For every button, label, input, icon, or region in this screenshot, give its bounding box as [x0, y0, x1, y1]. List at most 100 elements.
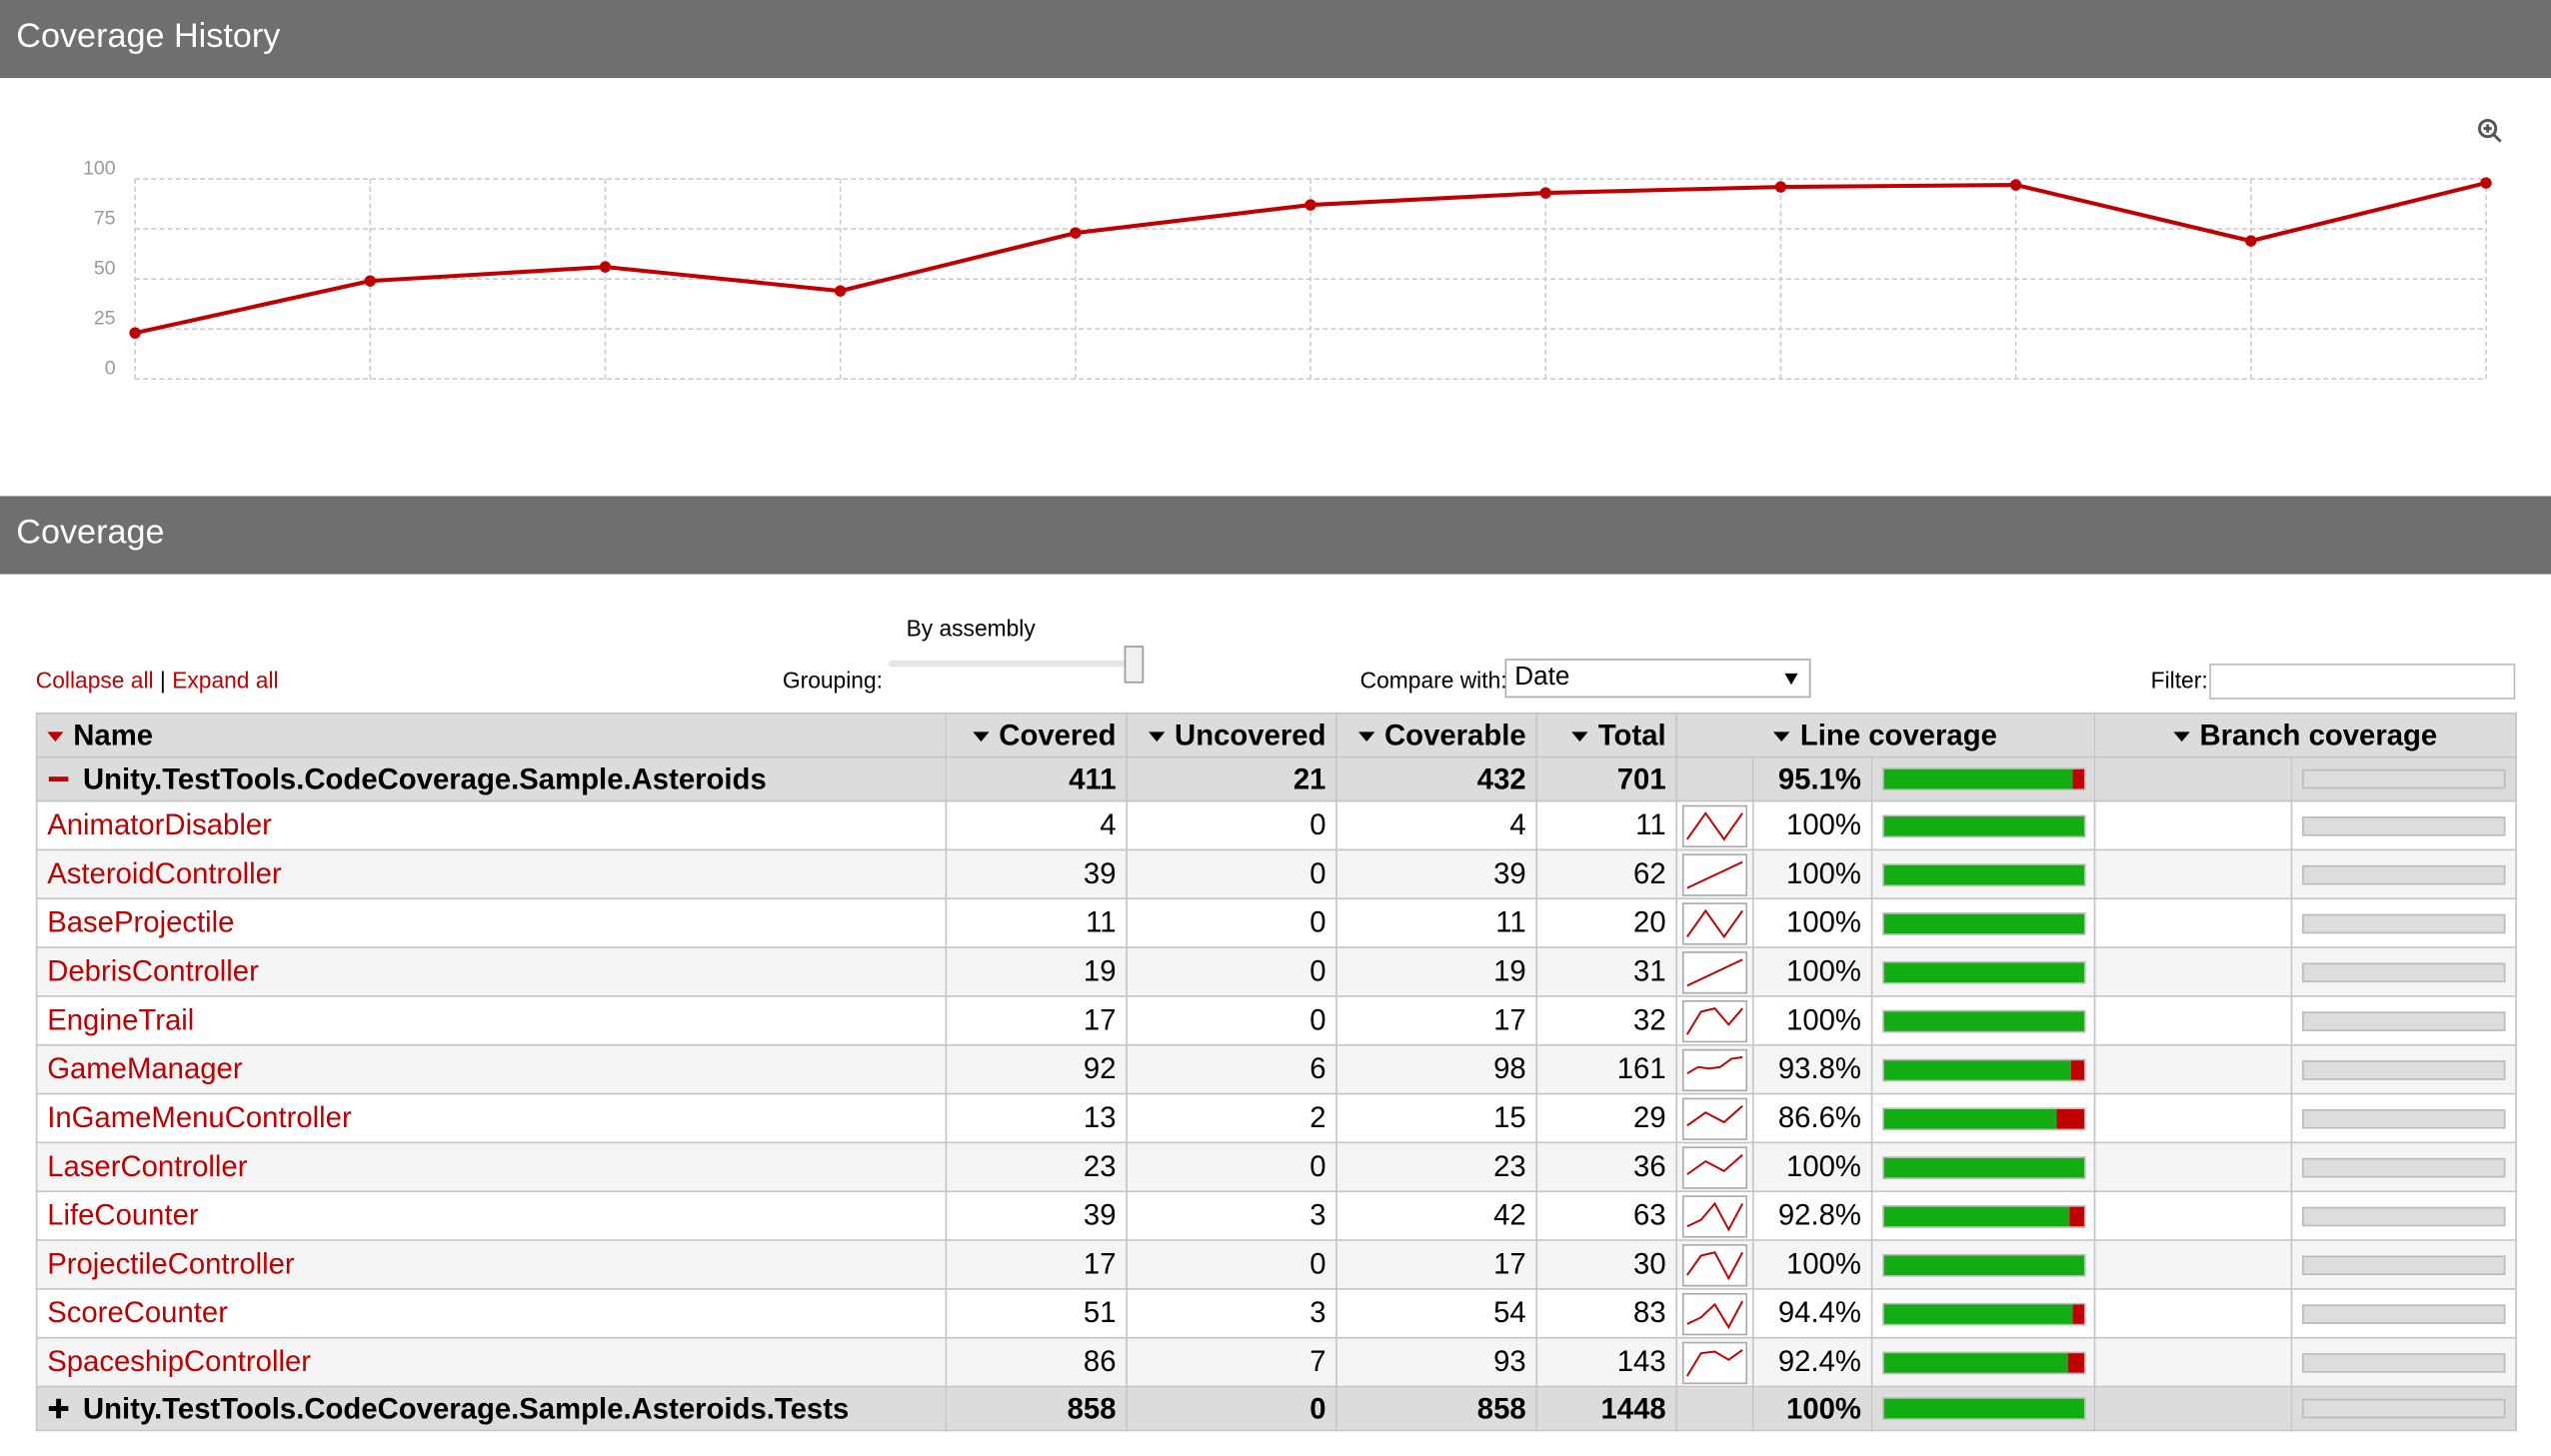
- sparkline: [1681, 1340, 1748, 1384]
- coverage-bar: [1881, 767, 2085, 791]
- class-link[interactable]: InGameMenuController: [47, 1100, 352, 1134]
- total-cell: 36: [1535, 1141, 1678, 1193]
- sort-arrow: [47, 731, 64, 741]
- name-cell: BaseProjectile: [35, 897, 948, 948]
- class-link[interactable]: ScoreCounter: [47, 1296, 228, 1329]
- coverable-cell: 98: [1335, 1043, 1538, 1095]
- branch-bar: [2302, 1254, 2506, 1275]
- sparkline: [1681, 950, 1748, 993]
- class-link[interactable]: LifeCounter: [47, 1198, 199, 1232]
- coverage-bar-cell: [1870, 848, 2096, 900]
- sparkline-line: [1686, 1200, 1744, 1231]
- branch-bar: [2302, 1108, 2506, 1128]
- branch-bar: [2302, 864, 2506, 884]
- coverage-bar-cell: [1870, 946, 2096, 997]
- coverage-bar-cell: [1870, 1239, 2096, 1290]
- expand-icon[interactable]: [47, 1396, 70, 1419]
- uncovered-cell: 0: [1126, 897, 1337, 948]
- class-link[interactable]: BaseProjectile: [47, 905, 235, 939]
- class-link[interactable]: GameManager: [47, 1052, 243, 1085]
- name-cell: GameManager: [35, 1043, 948, 1095]
- y-tick-label: 25: [94, 308, 116, 330]
- covered-cell: 39: [945, 1190, 1128, 1241]
- coverage-bar: [1881, 960, 2085, 983]
- coverage-bar-cell: [1870, 995, 2096, 1046]
- column-header[interactable]: Total: [1535, 712, 1678, 758]
- slider-handle[interactable]: [1124, 646, 1145, 684]
- sparkline-line: [1686, 859, 1743, 888]
- coverable-cell: 4: [1335, 799, 1538, 851]
- assembly-row: Unity.TestTools.CodeCoverage.Sample.Aste…: [35, 1385, 2517, 1432]
- class-link[interactable]: DebrisController: [47, 954, 259, 987]
- sort-arrow: [1773, 731, 1791, 741]
- uncovered-cell: 0: [1126, 1385, 1337, 1432]
- coverage-percent: 92.4%: [1751, 1336, 1873, 1388]
- total-cell: 1448: [1535, 1385, 1678, 1432]
- compare-select[interactable]: Date: [1504, 659, 1811, 699]
- class-row: ScoreCounter 51 3 54 83 94.4%: [35, 1288, 2517, 1339]
- sparkline: [1681, 852, 1748, 895]
- branch-percent: [2093, 1092, 2293, 1144]
- branch-bar-cell: [2290, 1190, 2517, 1241]
- covered-bar: [1882, 1205, 2069, 1226]
- branch-bar-cell: [2290, 1385, 2517, 1432]
- class-link[interactable]: AsteroidController: [47, 856, 282, 890]
- column-header[interactable]: Uncovered: [1126, 712, 1337, 758]
- branch-bar-cell: [2290, 1141, 2517, 1193]
- coverage-percent: 86.6%: [1751, 1092, 1873, 1144]
- branch-bar: [2302, 768, 2506, 789]
- name-cell: InGameMenuController: [35, 1092, 948, 1144]
- column-header[interactable]: Covered: [945, 712, 1128, 758]
- class-row: AnimatorDisabler 4 0 4 11 100%: [35, 799, 2517, 851]
- sparkline: [1681, 1096, 1748, 1140]
- class-link[interactable]: ProjectileController: [47, 1247, 295, 1280]
- coverage-percent: 100%: [1751, 799, 1873, 851]
- total-cell: 143: [1535, 1336, 1678, 1388]
- name-cell: Unity.TestTools.CodeCoverage.Sample.Aste…: [35, 1385, 948, 1432]
- total-cell: 161: [1535, 1043, 1678, 1095]
- collapse-icon[interactable]: [47, 766, 70, 789]
- expand-all[interactable]: Expand all: [172, 667, 279, 694]
- compare-label: Compare with:: [1359, 667, 1507, 694]
- filter-input[interactable]: [2209, 664, 2516, 700]
- branch-percent: [2093, 1288, 2293, 1339]
- column-header[interactable]: Branch coverage: [2093, 712, 2517, 758]
- covered-bar: [1882, 1059, 2071, 1079]
- column-header[interactable]: Name: [35, 712, 948, 758]
- covered-cell: 86: [945, 1336, 1128, 1388]
- class-link[interactable]: LaserController: [47, 1149, 248, 1183]
- zoom-icon[interactable]: [2477, 118, 2502, 143]
- branch-bar-cell: [2290, 897, 2517, 948]
- class-link[interactable]: SpaceshipController: [47, 1345, 312, 1378]
- data-point: [129, 327, 141, 339]
- column-title: Name: [73, 718, 154, 751]
- sparkline-line: [1686, 1299, 1744, 1329]
- grouping-slider[interactable]: [888, 660, 1140, 668]
- total-cell: 62: [1535, 848, 1678, 900]
- class-link[interactable]: AnimatorDisabler: [47, 807, 272, 841]
- column-header[interactable]: Coverable: [1335, 712, 1538, 758]
- column-header[interactable]: Line coverage: [1675, 712, 2096, 758]
- coverable-cell: 23: [1335, 1141, 1538, 1193]
- uncovered-cell: 0: [1126, 799, 1337, 851]
- coverage-bar-cell: [1870, 897, 2096, 948]
- class-row: EngineTrail 17 0 17 32 100%: [35, 995, 2517, 1046]
- collapse-all[interactable]: Collapse all: [35, 667, 154, 694]
- class-link[interactable]: EngineTrail: [47, 1003, 195, 1036]
- branch-percent: [2093, 1385, 2293, 1432]
- uncovered-bar: [2067, 1352, 2084, 1372]
- covered-cell: 17: [945, 1239, 1128, 1290]
- sparkline: [1681, 999, 1748, 1042]
- name-cell: SpaceshipController: [35, 1336, 948, 1388]
- data-point: [2480, 177, 2492, 189]
- branch-bar-cell: [2290, 995, 2517, 1046]
- branch-percent: [2093, 1141, 2293, 1193]
- plus-v: [56, 1397, 62, 1418]
- coverage-percent: 100%: [1751, 995, 1873, 1046]
- history-cell: [1675, 1288, 1754, 1339]
- grouping-value: By assembly: [906, 615, 1036, 642]
- covered-bar: [1882, 961, 2084, 982]
- class-row: LifeCounter 39 3 42 63 92.8%: [35, 1190, 2517, 1241]
- class-row: DebrisController 19 0 19 31 100%: [35, 946, 2517, 997]
- coverage-bar: [1881, 813, 2085, 837]
